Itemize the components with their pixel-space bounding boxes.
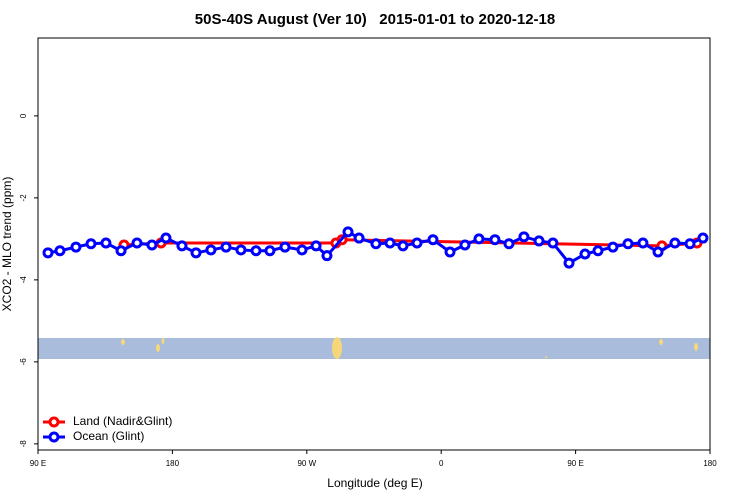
data-point: [697, 232, 709, 244]
data-point: [342, 226, 354, 238]
y-tick-label: -2: [19, 194, 28, 202]
x-axis-label: Longitude (deg E): [327, 476, 422, 490]
data-point: [190, 247, 202, 259]
data-point: [489, 234, 501, 246]
y-tick-label: -6: [19, 358, 28, 366]
data-point: [131, 237, 143, 249]
data-point: [42, 247, 54, 259]
data-point: [533, 235, 545, 247]
y-tick-label: -4: [19, 276, 28, 284]
data-point: [473, 233, 485, 245]
data-point: [669, 237, 681, 249]
data-point: [684, 238, 696, 250]
data-point: [547, 237, 559, 249]
data-point: [397, 240, 409, 252]
x-tick-label: 90 W: [297, 459, 316, 468]
data-point: [592, 245, 604, 257]
y-tick-label: -8: [19, 440, 28, 448]
x-tick-label: 90 E: [30, 459, 46, 468]
data-point: [176, 240, 188, 252]
data-point: [235, 244, 247, 256]
plot-frame: [37, 37, 711, 451]
data-point: [637, 237, 649, 249]
data-point: [54, 245, 66, 257]
y-tick-label: 0: [19, 113, 28, 118]
data-point: [427, 234, 439, 246]
data-point: [444, 246, 456, 258]
ocean-band: [38, 338, 710, 359]
x-tick-label: 180: [703, 459, 717, 468]
data-point: [459, 239, 471, 251]
x-tick-label: 90 E: [567, 459, 583, 468]
data-point: [321, 250, 333, 262]
land-shapes: [121, 337, 698, 359]
data-point: [100, 237, 112, 249]
data-point: [160, 232, 172, 244]
data-point: [220, 241, 232, 253]
data-point: [70, 241, 82, 253]
x-tick-label: 0: [439, 459, 444, 468]
data-point: [563, 257, 575, 269]
data-point: [622, 238, 634, 250]
data-point: [607, 241, 619, 253]
data-point: [146, 239, 158, 251]
chart-title: 50S-40S August (Ver 10) 2015-01-01 to 20…: [195, 11, 555, 28]
legend-label: Land (Nadir&Glint): [73, 414, 172, 428]
data-point: [279, 241, 291, 253]
legend-marker: [48, 416, 60, 428]
data-point: [579, 248, 591, 260]
data-point: [115, 245, 127, 257]
data-point: [264, 245, 276, 257]
data-point: [503, 238, 515, 250]
legend-label: Ocean (Glint): [73, 429, 144, 443]
data-point: [411, 237, 423, 249]
data-point: [518, 231, 530, 243]
data-point: [296, 244, 308, 256]
data-point: [310, 240, 322, 252]
data-point: [85, 238, 97, 250]
legend-marker: [48, 431, 60, 443]
data-point: [652, 246, 664, 258]
x-tick-label: 180: [166, 459, 180, 468]
data-point: [353, 232, 365, 244]
data-point: [384, 237, 396, 249]
data-point: [205, 244, 217, 256]
y-axis-label: XCO2 - MLO trend (ppm): [0, 177, 14, 312]
data-point: [370, 238, 382, 250]
data-point: [250, 245, 262, 257]
